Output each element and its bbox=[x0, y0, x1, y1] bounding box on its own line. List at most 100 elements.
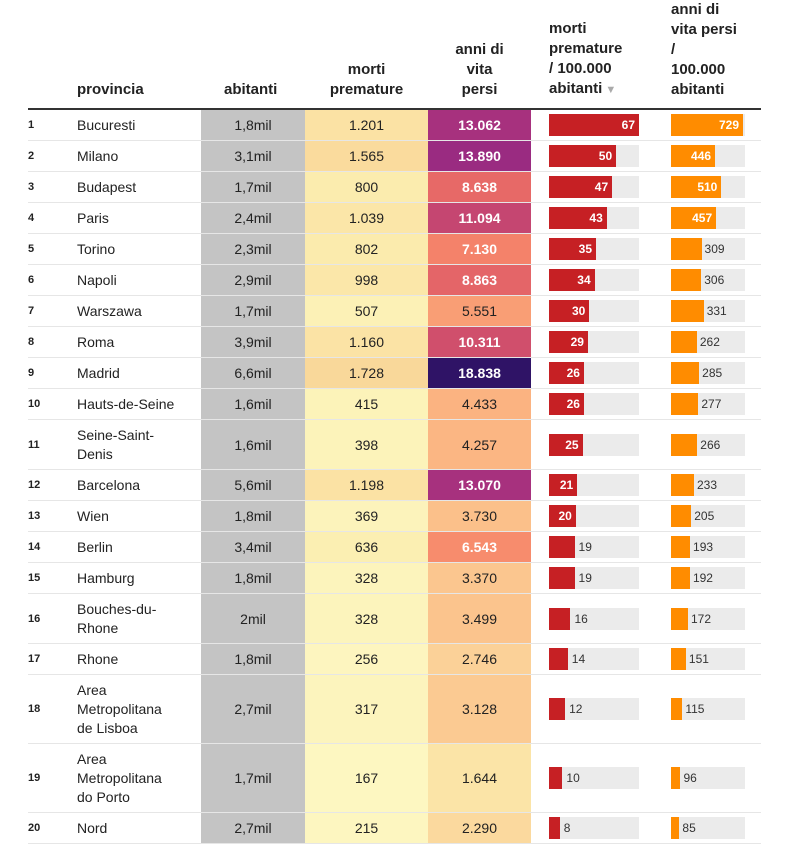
morti-per-100k-bar-cell: 35 bbox=[549, 234, 639, 264]
morti-premature-cell: 215 bbox=[305, 813, 428, 843]
header-anni-vita-persi[interactable]: anni di vita persi bbox=[428, 40, 531, 100]
morti-per-100k-bar bbox=[549, 207, 607, 229]
morti-premature-cell: 369 bbox=[305, 501, 428, 531]
morti-per-100k-bar-cell: 50 bbox=[549, 141, 639, 171]
anni-vita-persi-cell: 1.644 bbox=[428, 744, 531, 812]
rank-cell: 8 bbox=[28, 336, 35, 348]
table-row: 15 Hamburg 1,8mil 328 3.370 19 192 bbox=[28, 563, 761, 594]
anni-per-100k-bar-cell: 172 bbox=[671, 594, 745, 643]
provincia-label: Bouches-du- Rhone bbox=[77, 600, 157, 636]
abitanti-cell: 3,9mil bbox=[201, 327, 305, 357]
header-anni-per-100k[interactable]: anni di vita persi / 100.000 abitanti bbox=[671, 0, 737, 100]
anni-vita-persi-cell: 2.746 bbox=[428, 644, 531, 674]
bar-track: 47 bbox=[549, 176, 639, 198]
anni-per-100k-bar bbox=[671, 145, 716, 167]
morti-per-100k-bar bbox=[549, 362, 584, 384]
header-provincia[interactable]: provincia bbox=[77, 80, 144, 100]
abitanti-cell: 1,8mil bbox=[201, 563, 305, 593]
table-row: 13 Wien 1,8mil 369 3.730 20 205 bbox=[28, 501, 761, 532]
anni-vita-persi-cell: 3.128 bbox=[428, 675, 531, 743]
morti-per-100k-bar bbox=[549, 536, 575, 558]
header-morti-premature[interactable]: morti premature bbox=[305, 60, 428, 100]
header-line: 100.000 bbox=[671, 61, 726, 78]
morti-premature-cell: 256 bbox=[305, 644, 428, 674]
morti-premature-cell: 1.039 bbox=[305, 203, 428, 233]
anni-per-100k-bar bbox=[671, 269, 702, 291]
rank-cell: 10 bbox=[28, 398, 41, 410]
anni-per-100k-value: 457 bbox=[692, 211, 713, 225]
bar-track: 20 bbox=[549, 505, 639, 527]
rank-cell: 19 bbox=[28, 772, 41, 784]
morti-per-100k-value: 25 bbox=[565, 437, 579, 452]
provincia-cell: Bucuresti bbox=[77, 116, 136, 133]
morti-per-100k-value: 12 bbox=[569, 702, 583, 716]
anni-per-100k-value: 510 bbox=[697, 180, 718, 194]
rank-cell: 7 bbox=[28, 305, 35, 317]
rank-cell: 15 bbox=[28, 572, 41, 584]
abitanti-cell: 3,4mil bbox=[201, 532, 305, 562]
provincia-cell: Warszawa bbox=[77, 302, 142, 319]
header-morti-per-100k[interactable]: morti premature / 100.000 abitanti ▼ bbox=[549, 19, 622, 100]
anni-per-100k-bar-cell: 85 bbox=[671, 813, 745, 843]
rank-cell: 18 bbox=[28, 703, 41, 715]
bar-track: 25 bbox=[549, 433, 639, 456]
anni-per-100k-bar-cell: 306 bbox=[671, 265, 745, 295]
abitanti-cell: 2,7mil bbox=[201, 675, 305, 743]
abitanti-cell: 2mil bbox=[201, 594, 305, 643]
morti-premature-cell: 328 bbox=[305, 563, 428, 593]
bar-track: 26 bbox=[549, 393, 639, 415]
provincia-cell: Nord bbox=[77, 819, 108, 836]
morti-per-100k-value: 26 bbox=[566, 397, 580, 411]
provincia-label: Seine-Saint- Denis bbox=[77, 426, 155, 462]
abitanti-cell: 1,6mil bbox=[201, 389, 305, 419]
anni-per-100k-bar bbox=[671, 300, 704, 322]
morti-premature-cell: 167 bbox=[305, 744, 428, 812]
anni-per-100k-bar bbox=[671, 607, 688, 630]
bar-track: 115 bbox=[671, 698, 745, 720]
sort-descending-icon: ▼ bbox=[605, 84, 617, 96]
anni-vita-persi-cell: 7.130 bbox=[428, 234, 531, 264]
anni-per-100k-value: 151 bbox=[688, 652, 709, 666]
morti-premature-cell: 507 bbox=[305, 296, 428, 326]
morti-per-100k-value: 26 bbox=[566, 366, 580, 380]
morti-per-100k-value: 67 bbox=[621, 118, 635, 132]
bar-track: 205 bbox=[671, 505, 745, 527]
header-line: abitanti bbox=[549, 80, 603, 97]
header-abitanti[interactable]: abitanti bbox=[224, 80, 277, 100]
morti-per-100k-bar-cell: 43 bbox=[549, 203, 639, 233]
bar-track: 331 bbox=[671, 300, 745, 322]
provincia-cell: Area Metropolitana de Lisboa bbox=[77, 675, 197, 743]
table-header: provincia abitanti morti premature anni d… bbox=[28, 0, 761, 110]
table-row: 16 Bouches-du- Rhone 2mil 328 3.499 16 172 bbox=[28, 594, 761, 644]
anni-vita-persi-cell: 4.433 bbox=[428, 389, 531, 419]
morti-per-100k-value: 43 bbox=[589, 211, 603, 225]
bar-track: 16 bbox=[549, 607, 639, 630]
bar-track: 151 bbox=[671, 648, 745, 670]
header-line: anni di bbox=[455, 41, 504, 58]
morti-per-100k-bar-cell: 20 bbox=[549, 501, 639, 531]
morti-premature-cell: 328 bbox=[305, 594, 428, 643]
bar-track: 277 bbox=[671, 393, 745, 415]
anni-vita-persi-cell: 13.890 bbox=[428, 141, 531, 171]
morti-per-100k-bar-cell: 16 bbox=[549, 594, 639, 643]
anni-per-100k-bar bbox=[671, 474, 694, 496]
anni-vita-persi-cell: 5.551 bbox=[428, 296, 531, 326]
anni-per-100k-bar-cell: 277 bbox=[671, 389, 745, 419]
table-row: 8 Roma 3,9mil 1.160 10.311 29 262 bbox=[28, 327, 761, 358]
bar-track: 30 bbox=[549, 300, 639, 322]
provincia-cell: Berlin bbox=[77, 538, 113, 555]
table-row: 19 Area Metropolitana do Porto 1,7mil 167 1.64… bbox=[28, 744, 761, 813]
bar-track: 85 bbox=[671, 817, 745, 839]
morti-per-100k-bar bbox=[549, 474, 578, 496]
anni-per-100k-bar-cell: 285 bbox=[671, 358, 745, 388]
rank-cell: 6 bbox=[28, 274, 35, 286]
bar-track: 193 bbox=[671, 536, 745, 558]
table-row: 2 Milano 3,1mil 1.565 13.890 50 446 bbox=[28, 141, 761, 172]
header-line: / 100.000 bbox=[549, 60, 612, 77]
provincia-cell: Barcelona bbox=[77, 476, 141, 493]
morti-per-100k-bar-cell: 19 bbox=[549, 532, 639, 562]
bar-track: 457 bbox=[671, 207, 745, 229]
anni-per-100k-bar-cell: 331 bbox=[671, 296, 745, 326]
table-row: 5 Torino 2,3mil 802 7.130 35 309 bbox=[28, 234, 761, 265]
bar-track: 35 bbox=[549, 238, 639, 260]
